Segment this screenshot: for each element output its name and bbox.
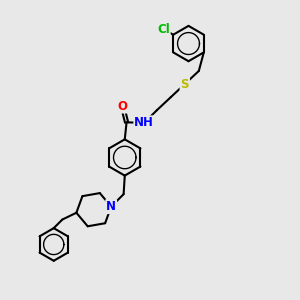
- Text: NH: NH: [134, 116, 154, 129]
- Text: Cl: Cl: [157, 22, 170, 36]
- Text: N: N: [106, 200, 116, 213]
- Text: S: S: [181, 78, 189, 91]
- Text: O: O: [118, 100, 128, 112]
